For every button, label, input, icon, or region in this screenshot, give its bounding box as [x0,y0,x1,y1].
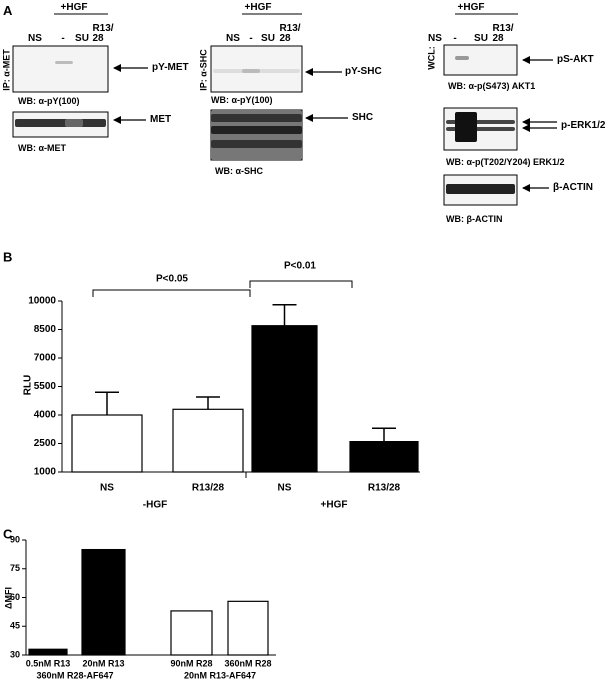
error-bar [272,304,297,326]
target-label: β-ACTIN [553,182,593,193]
wb-label: WB: α-p(S473) AKT1 [448,81,536,91]
blot-band [211,126,302,134]
y-tick-label: 5500 [34,381,57,392]
x-tick-label: 90nM R28 [170,658,212,668]
ip-label: IP: α-SHC [198,49,209,91]
blot [443,44,518,76]
x-tick-label: 20nM R13 [82,658,124,668]
annotation: P<0.01 [284,261,316,272]
bar [28,648,68,656]
lane-label: SU [75,33,89,44]
blot-band [65,119,83,127]
x-tick-label: 0.5nM R13 [26,658,71,668]
error-bar [196,396,220,410]
group-label: +HGF [321,500,348,511]
target-label: pS-AKT [557,54,594,65]
panel-label: B [3,249,12,264]
bar [349,441,419,473]
error-bar [95,391,119,415]
bar [227,600,269,656]
y-tick-label: 60 [10,592,20,602]
ip-label: WCL: [426,46,437,70]
lane-label: NS [28,33,42,44]
x-tick-label: NS [100,483,114,494]
lane-label: - [249,33,253,44]
y-tick-label: 75 [10,563,20,573]
lane-label: - [453,33,457,44]
significance-bracket [249,280,353,288]
bar [81,548,126,656]
y-tick-label: 2500 [34,438,57,449]
lane-label: NS [428,33,442,44]
panel-label: A [3,3,13,18]
y-tick-label: 1000 [34,467,57,478]
target-label: MET [150,114,172,125]
wb-label: WB: α-pY(100) [18,96,80,106]
y-tick-label: 4000 [34,410,57,421]
target-label: pY-MET [152,62,189,73]
y-tick-label: 8500 [34,324,57,335]
lane-label: R13/ 28 [492,23,514,44]
bar [170,610,213,656]
group-label: 360nM R28-AF647 [36,670,113,680]
lane-label: SU [261,33,275,44]
group-label: -HGF [143,500,167,511]
y-axis-label: ΔMFI [3,587,13,609]
group-label: 20nM R13-AF647 [184,670,256,680]
blot-band [455,56,469,60]
blot-band [242,69,260,73]
annotation: P<0.05 [156,274,188,285]
blot-band [446,184,515,194]
wb-label: WB: α-p(T202/Y204) ERK1/2 [446,157,565,167]
blot-band [455,112,477,142]
significance-bracket [92,289,251,297]
lane-label: SU [474,33,488,44]
lane-label: - [61,33,65,44]
blot-band [15,119,106,127]
y-tick-label: 45 [10,621,20,631]
bar [172,408,244,473]
wb-label: WB: β-ACTIN [446,214,503,224]
treatment-label: +HGF [60,2,88,13]
x-tick-label: R13/28 [192,483,225,494]
ip-label: IP: α-MET [1,49,12,91]
x-tick-label: NS [278,483,292,494]
treatment-label: +HGF [244,2,272,13]
blot [12,45,109,93]
bar [71,414,143,473]
lane-label: R13/ 28 [92,23,114,44]
lane-label: NS [226,33,240,44]
y-tick-label: 10000 [28,296,56,307]
y-tick-label: 30 [10,649,20,659]
y-tick-label: 90 [10,534,20,544]
blot-band [211,140,302,148]
blot-band [211,114,302,122]
lane-label: R13/ 28 [279,23,301,44]
y-axis-label: RLU [23,375,34,396]
y-tick-label: 7000 [34,353,57,364]
target-label: SHC [352,112,374,123]
bar [251,325,318,473]
wb-label: WB: α-pY(100) [211,95,273,105]
x-tick-label: R13/28 [368,483,401,494]
panel-label: C [3,526,13,541]
x-tick-label: 360nM R28 [224,658,271,668]
wb-label: WB: α-SHC [215,166,264,176]
target-label: p-ERK1/2 [561,120,606,131]
error-bar [372,427,396,442]
blot-band [55,61,73,64]
wb-label: WB: α-MET [18,143,67,153]
treatment-label: +HGF [457,2,485,13]
target-label: pY-SHC [345,66,382,77]
